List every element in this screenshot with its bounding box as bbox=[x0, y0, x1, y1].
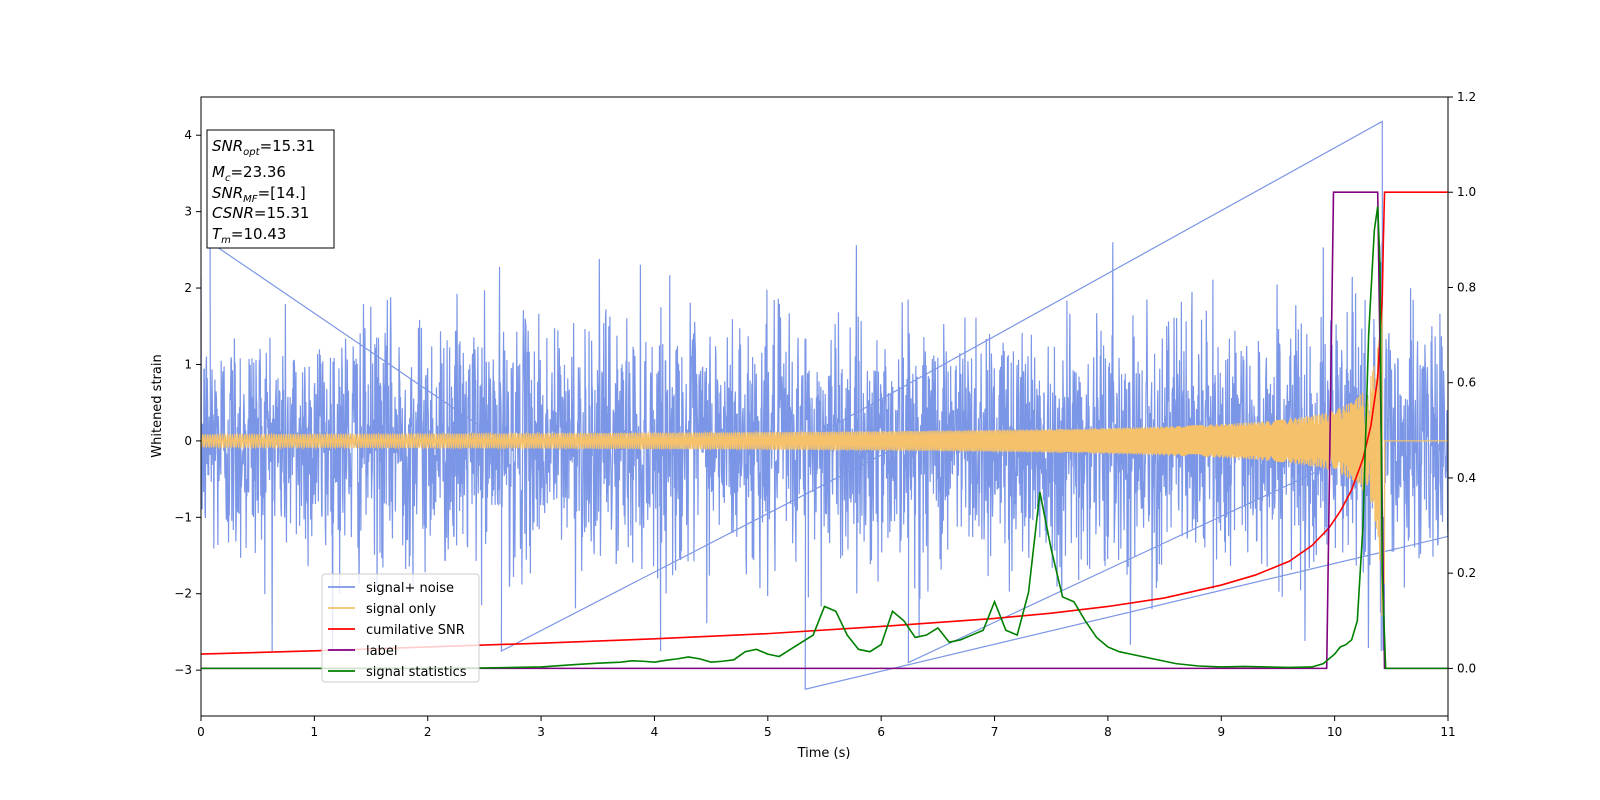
left-y-axis: −3 −2 −1 0 1 2 3 4 bbox=[174, 128, 201, 677]
left-y-tick-label: −3 bbox=[174, 663, 192, 677]
x-axis-label: Time (s) bbox=[797, 746, 851, 761]
info-line-value: =15.31 bbox=[254, 204, 310, 222]
info-line-subscript: MF bbox=[243, 194, 258, 205]
info-line-name: SNR bbox=[212, 184, 243, 202]
left-y-tick-label: 4 bbox=[184, 128, 192, 142]
x-tick-label: 0 bbox=[197, 725, 205, 739]
info-line-value: =10.43 bbox=[231, 225, 287, 243]
x-tick-label: 6 bbox=[877, 725, 885, 739]
x-tick-label: 2 bbox=[424, 725, 432, 739]
info-line-value: =15.31 bbox=[260, 137, 316, 155]
legend-label: signal statistics bbox=[366, 665, 467, 680]
right-y-tick-label: 1.2 bbox=[1457, 90, 1476, 104]
x-tick-label: 5 bbox=[764, 725, 772, 739]
info-line-subscript: c bbox=[225, 173, 231, 184]
right-y-axis: 0.0 0.2 0.4 0.6 0.8 1.0 1.2 bbox=[1448, 90, 1476, 675]
right-y-tick-label: 0.4 bbox=[1457, 471, 1476, 485]
info-line-name: SNR bbox=[212, 137, 243, 155]
x-tick-label: 11 bbox=[1440, 725, 1455, 739]
left-y-tick-label: 0 bbox=[184, 434, 192, 448]
left-y-tick-label: 3 bbox=[184, 205, 192, 219]
info-line-subscript: m bbox=[221, 235, 231, 246]
right-y-tick-label: 0.2 bbox=[1457, 566, 1476, 580]
plot-frame bbox=[200, 96, 1449, 717]
x-tick-label: 3 bbox=[537, 725, 545, 739]
info-line: SNRopt=15.31 bbox=[212, 137, 315, 158]
y-axis-label: Whitened strain bbox=[150, 354, 165, 457]
x-tick-label: 4 bbox=[651, 725, 659, 739]
left-y-tick-label: −1 bbox=[174, 510, 192, 524]
legend-label: cumilative SNR bbox=[366, 623, 465, 638]
left-y-tick-label: 2 bbox=[184, 281, 192, 295]
info-line-name: CSNR bbox=[212, 204, 254, 222]
legend-label: signal+ noise bbox=[366, 581, 454, 596]
info-line-value: =[14.] bbox=[258, 184, 306, 202]
x-tick-label: 8 bbox=[1104, 725, 1112, 739]
x-axis: 0 1 2 3 4 5 6 7 8 9 10 11 bbox=[197, 716, 1456, 739]
info-box-frame bbox=[206, 129, 335, 249]
series-signal-statistics bbox=[201, 206, 1448, 670]
x-tick-label: 10 bbox=[1327, 725, 1342, 739]
left-y-tick-label: 1 bbox=[184, 357, 192, 371]
info-line: Mc=23.36 bbox=[212, 163, 286, 184]
info-line-value: =23.36 bbox=[230, 163, 286, 181]
legend-frame bbox=[321, 573, 480, 683]
info-line-name: M bbox=[212, 163, 225, 181]
series-layer bbox=[201, 120, 1448, 691]
info-line-subscript: opt bbox=[243, 147, 260, 158]
right-y-tick-label: 0.0 bbox=[1457, 661, 1476, 675]
info-line-name: T bbox=[212, 225, 223, 243]
legend-label: signal only bbox=[366, 602, 436, 617]
info-line: Tm=10.43 bbox=[212, 225, 286, 246]
right-y-tick-label: 0.6 bbox=[1457, 376, 1476, 390]
info-box: SNRopt=15.31Mc=23.36SNRMF=[14.]CSNR=15.3… bbox=[206, 129, 335, 249]
x-tick-label: 1 bbox=[311, 725, 319, 739]
series-cumilative-snr bbox=[201, 191, 1448, 655]
right-y-tick-label: 1.0 bbox=[1457, 185, 1476, 199]
legend: signal+ noise signal only cumilative SNR la… bbox=[321, 573, 480, 683]
left-y-tick-label: −2 bbox=[174, 587, 192, 601]
x-tick-label: 7 bbox=[991, 725, 999, 739]
series-signal-only bbox=[201, 289, 1448, 616]
legend-label: label bbox=[366, 644, 397, 659]
x-tick-label: 9 bbox=[1217, 725, 1225, 739]
right-y-tick-label: 0.8 bbox=[1457, 280, 1476, 294]
info-line: SNRMF=[14.] bbox=[212, 184, 306, 205]
info-line: CSNR=15.31 bbox=[212, 204, 309, 222]
